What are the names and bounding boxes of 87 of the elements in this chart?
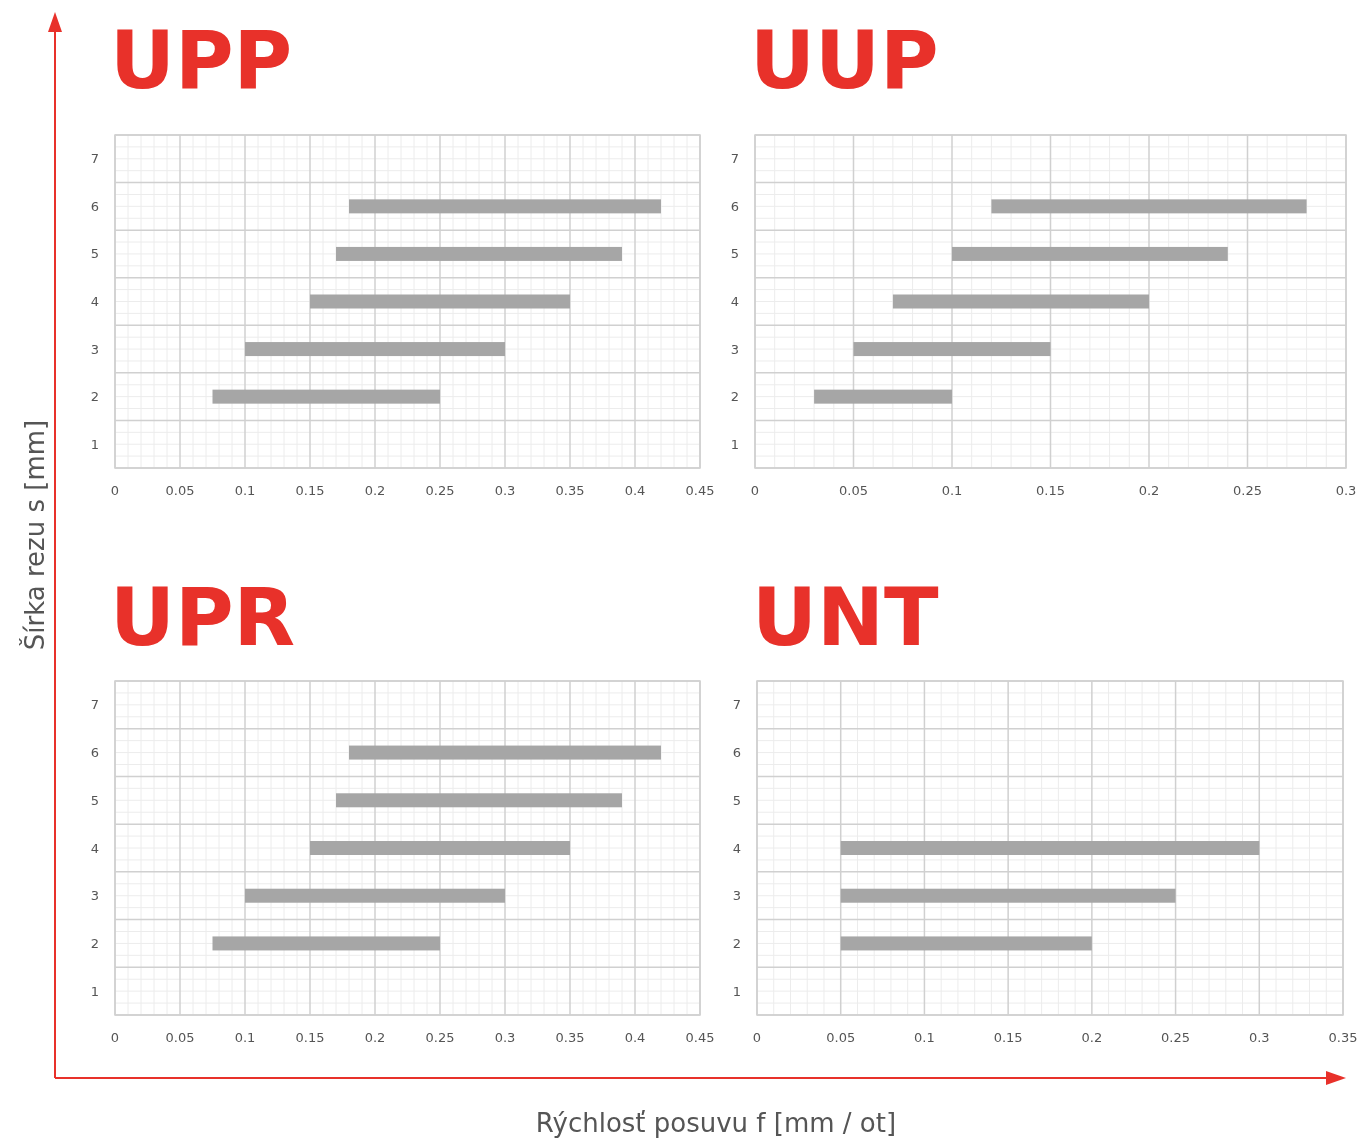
x-tick-label: 0.05 — [165, 1030, 195, 1045]
x-tick-label: 0 — [110, 483, 120, 498]
x-tick-label: 0.2 — [1081, 1030, 1103, 1045]
y-tick-label: 1 — [90, 983, 99, 999]
chart-title: UNT — [752, 571, 939, 664]
y-tick-label: 4 — [730, 294, 739, 310]
x-tick-label: 0.15 — [993, 1030, 1023, 1045]
y-tick-label: 2 — [730, 389, 739, 405]
x-tick-label: 0.35 — [1328, 1030, 1358, 1045]
x-tick-label: 0.15 — [295, 1030, 325, 1045]
x-tick-label: 0.1 — [234, 1030, 256, 1045]
x-tick-label: 0.05 — [839, 483, 868, 498]
x-tick-label: 0.05 — [165, 483, 195, 498]
x-tick-label: 0 — [110, 1030, 120, 1045]
y-tick-label: 5 — [90, 792, 99, 808]
bar — [814, 389, 952, 404]
bar — [245, 888, 505, 903]
y-tick-label: 7 — [732, 697, 741, 713]
chart-title: UPR — [110, 571, 296, 664]
x-tick-label: 0.3 — [494, 1030, 516, 1045]
y-tick-label: 3 — [90, 341, 99, 357]
x-tick-label: 0.15 — [295, 483, 325, 498]
x-tick-label: 0.3 — [494, 483, 516, 498]
chart-title: UPP — [110, 14, 293, 107]
y-tick-label: 5 — [730, 246, 739, 262]
x-axis-title: Rýchlosť posuvu f [mm / ot] — [535, 1108, 897, 1138]
x-tick-label: 0.35 — [555, 1030, 585, 1045]
y-tick-label: 7 — [90, 151, 99, 167]
x-tick-label: 0 — [752, 1030, 762, 1045]
x-tick-label: 0.2 — [364, 483, 386, 498]
bar — [336, 793, 622, 808]
bar — [840, 936, 1092, 951]
x-tick-label: 0.1 — [914, 1030, 935, 1045]
y-tick-label: 1 — [732, 983, 741, 999]
y-tick-label: 3 — [90, 888, 99, 904]
y-tick-label: 4 — [732, 840, 741, 856]
x-tick-label: 0 — [750, 483, 760, 498]
y-tick-label: 7 — [90, 697, 99, 713]
x-tick-label: 0.2 — [1138, 483, 1160, 498]
y-tick-label: 3 — [730, 341, 739, 357]
y-tick-label: 4 — [90, 294, 99, 310]
y-tick-label: 6 — [730, 198, 739, 214]
bar — [840, 841, 1260, 855]
x-tick-label: 0.25 — [1161, 1030, 1191, 1045]
bar — [840, 888, 1176, 903]
y-tick-label: 5 — [90, 246, 99, 262]
chart-title: UUP — [750, 14, 939, 107]
bar — [349, 745, 661, 760]
bar — [336, 246, 622, 261]
bar — [212, 389, 440, 404]
bar — [212, 936, 440, 951]
y-tick-label: 2 — [90, 935, 99, 951]
x-tick-label: 0.4 — [624, 483, 646, 498]
x-tick-label: 0.45 — [685, 1030, 715, 1045]
bar — [310, 294, 570, 309]
y-tick-label: 2 — [732, 935, 741, 951]
y-tick-label: 5 — [732, 792, 741, 808]
bar — [853, 342, 1051, 357]
y-tick-label: 1 — [90, 436, 99, 452]
y-tick-label: 7 — [730, 151, 739, 167]
x-tick-label: 0.25 — [425, 1030, 455, 1045]
y-tick-label: 1 — [730, 436, 739, 452]
x-tick-label: 0.1 — [234, 483, 256, 498]
x-tick-label: 0.1 — [941, 483, 963, 498]
x-tick-label: 0.35 — [555, 483, 585, 498]
bar — [310, 841, 570, 855]
bar — [245, 342, 505, 357]
x-tick-label: 0.15 — [1036, 483, 1065, 498]
x-tick-label: 0.25 — [1233, 483, 1262, 498]
bar — [892, 294, 1149, 309]
y-tick-label: 4 — [90, 840, 99, 856]
x-tick-label: 0.2 — [364, 1030, 386, 1045]
x-tick-label: 0.45 — [685, 483, 715, 498]
y-tick-label: 3 — [732, 888, 741, 904]
bar — [349, 199, 661, 214]
x-tick-label: 0.3 — [1335, 483, 1357, 498]
x-tick-label: 0.05 — [826, 1030, 856, 1045]
y-tick-label: 6 — [90, 745, 99, 761]
y-axis-title: Šírka rezu s [mm] — [19, 419, 50, 651]
bar — [991, 199, 1307, 214]
bar — [952, 246, 1228, 261]
x-tick-label: 0.25 — [425, 483, 455, 498]
y-tick-label: 6 — [90, 198, 99, 214]
x-tick-label: 0.3 — [1248, 1030, 1270, 1045]
y-tick-label: 6 — [732, 745, 741, 761]
y-tick-label: 2 — [90, 389, 99, 405]
x-tick-label: 0.4 — [624, 1030, 646, 1045]
